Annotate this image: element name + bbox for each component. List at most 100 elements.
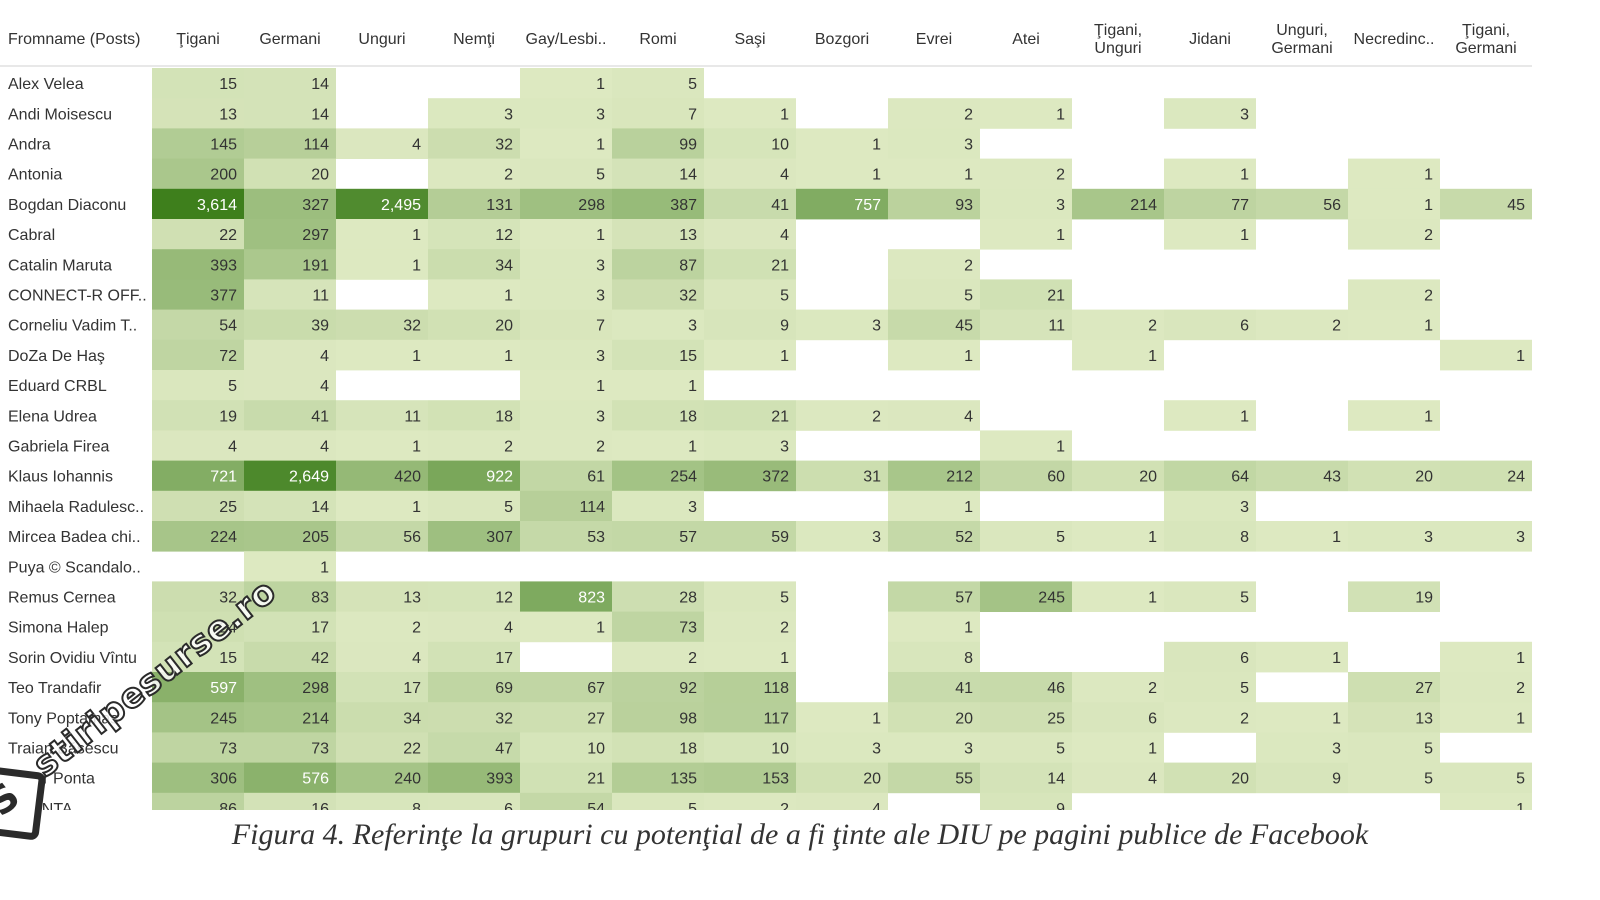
heatmap-cell xyxy=(152,672,244,703)
heatmap-cell xyxy=(888,581,980,612)
heatmap-cell xyxy=(520,762,612,794)
heatmap-cell xyxy=(612,702,704,733)
row-label: Corneliu Vadim T.. xyxy=(8,318,137,335)
heatmap-cell xyxy=(704,460,796,492)
heatmap-cell xyxy=(520,672,612,703)
heatmap-cell xyxy=(612,158,704,190)
cell-value: 3 xyxy=(1424,529,1433,546)
heatmap-cell xyxy=(244,702,336,733)
cell-value: 4 xyxy=(412,650,421,667)
heatmap-cell xyxy=(704,792,796,810)
cell-value: 1 xyxy=(872,167,881,184)
cell-value: 823 xyxy=(578,590,605,607)
cell-value: 11 xyxy=(1048,318,1065,335)
cell-value: 1 xyxy=(1148,741,1157,758)
heatmap-cell xyxy=(152,249,244,280)
cell-value: 2 xyxy=(964,257,973,274)
heatmap-cell xyxy=(336,792,428,810)
heatmap-cell xyxy=(244,309,336,341)
column-header: Romi xyxy=(639,31,676,48)
cell-value: 1 xyxy=(1240,408,1249,425)
heatmap-cell xyxy=(1164,762,1256,794)
heatmap-cell xyxy=(980,158,1072,190)
cell-value: 131 xyxy=(486,197,513,214)
cell-value: 1 xyxy=(964,167,973,184)
cell-value: 14 xyxy=(1047,771,1065,788)
cell-value: 1 xyxy=(780,348,789,365)
cell-value: 306 xyxy=(210,771,237,788)
heatmap-cell xyxy=(244,430,336,461)
heatmap-cell xyxy=(520,219,612,250)
heatmap-cell xyxy=(428,219,520,250)
cell-value: 2,649 xyxy=(289,469,329,486)
column-header: Ţigani, Germani xyxy=(1455,22,1516,57)
heatmap-cell xyxy=(244,581,336,612)
cell-value: 4 xyxy=(780,227,789,244)
cell-value: 3 xyxy=(1516,529,1525,546)
heatmap-cell xyxy=(980,309,1072,341)
heatmap-cell xyxy=(520,68,612,99)
heatmap-cell xyxy=(244,400,336,431)
cell-value: 6 xyxy=(504,801,513,810)
cell-value: 12 xyxy=(495,590,513,607)
heatmap-cell xyxy=(888,611,980,643)
heatmap-cell xyxy=(244,641,336,673)
cell-value: 1 xyxy=(412,499,421,516)
heatmap-cell xyxy=(888,188,980,220)
cell-value: 1 xyxy=(688,439,697,456)
cell-value: 53 xyxy=(587,529,605,546)
cell-value: 214 xyxy=(1130,197,1157,214)
heatmap-cell xyxy=(336,460,428,492)
heatmap-cell xyxy=(428,339,520,371)
cell-value: 17 xyxy=(495,650,513,667)
cell-value: 11 xyxy=(312,288,329,305)
row-label: Traian Băsescu xyxy=(8,741,119,758)
cell-value: 83 xyxy=(311,590,329,607)
heatmap-cell xyxy=(336,128,428,159)
heatmap-cell xyxy=(888,521,980,552)
heatmap-cell xyxy=(888,702,980,733)
cell-value: 2 xyxy=(1056,167,1065,184)
cell-value: 54 xyxy=(587,801,605,810)
cell-value: 47 xyxy=(495,741,513,758)
cell-value: 191 xyxy=(302,257,329,274)
column-header: Saşi xyxy=(734,31,765,48)
heatmap-cell xyxy=(520,249,612,280)
cell-value: 3 xyxy=(596,106,605,123)
cell-value: 99 xyxy=(679,137,697,154)
cell-value: 393 xyxy=(210,257,237,274)
column-header: Ţigani, Unguri xyxy=(1094,22,1142,57)
heatmap-cell xyxy=(796,762,888,794)
cell-value: 5 xyxy=(780,288,789,305)
heatmap-cell xyxy=(336,762,428,794)
heatmap-cell xyxy=(520,400,612,431)
row-label: Mihaela Radulesc.. xyxy=(8,499,144,516)
heatmap-cell xyxy=(428,430,520,461)
cell-value: 67 xyxy=(587,680,605,697)
heatmap-cell xyxy=(980,732,1072,763)
row-label: Cabral xyxy=(8,227,55,244)
cell-value: 16 xyxy=(311,801,329,810)
cell-value: 7 xyxy=(688,106,697,123)
heatmap-cell xyxy=(1348,732,1440,763)
heatmap-cell xyxy=(888,460,980,492)
heatmap-cell xyxy=(888,490,980,522)
heatmap-cell xyxy=(704,641,796,673)
cell-value: 20 xyxy=(311,167,329,184)
cell-value: 56 xyxy=(1323,197,1341,214)
cell-value: 5 xyxy=(1056,529,1065,546)
heatmap-cell xyxy=(980,521,1072,552)
heatmap-cell xyxy=(520,279,612,310)
heatmap-cell xyxy=(152,370,244,401)
heatmap-cell xyxy=(1164,581,1256,612)
heatmap-cell xyxy=(1256,188,1348,220)
cell-value: 245 xyxy=(1038,590,1065,607)
heatmap-cell xyxy=(336,339,428,371)
heatmap-cell xyxy=(612,68,704,99)
heatmap-cell xyxy=(612,521,704,552)
heatmap-cell xyxy=(1256,641,1348,673)
heatmap-cell xyxy=(520,158,612,190)
heatmap-cell xyxy=(612,430,704,461)
heatmap-cell xyxy=(1440,702,1532,733)
cell-value: 3 xyxy=(596,408,605,425)
